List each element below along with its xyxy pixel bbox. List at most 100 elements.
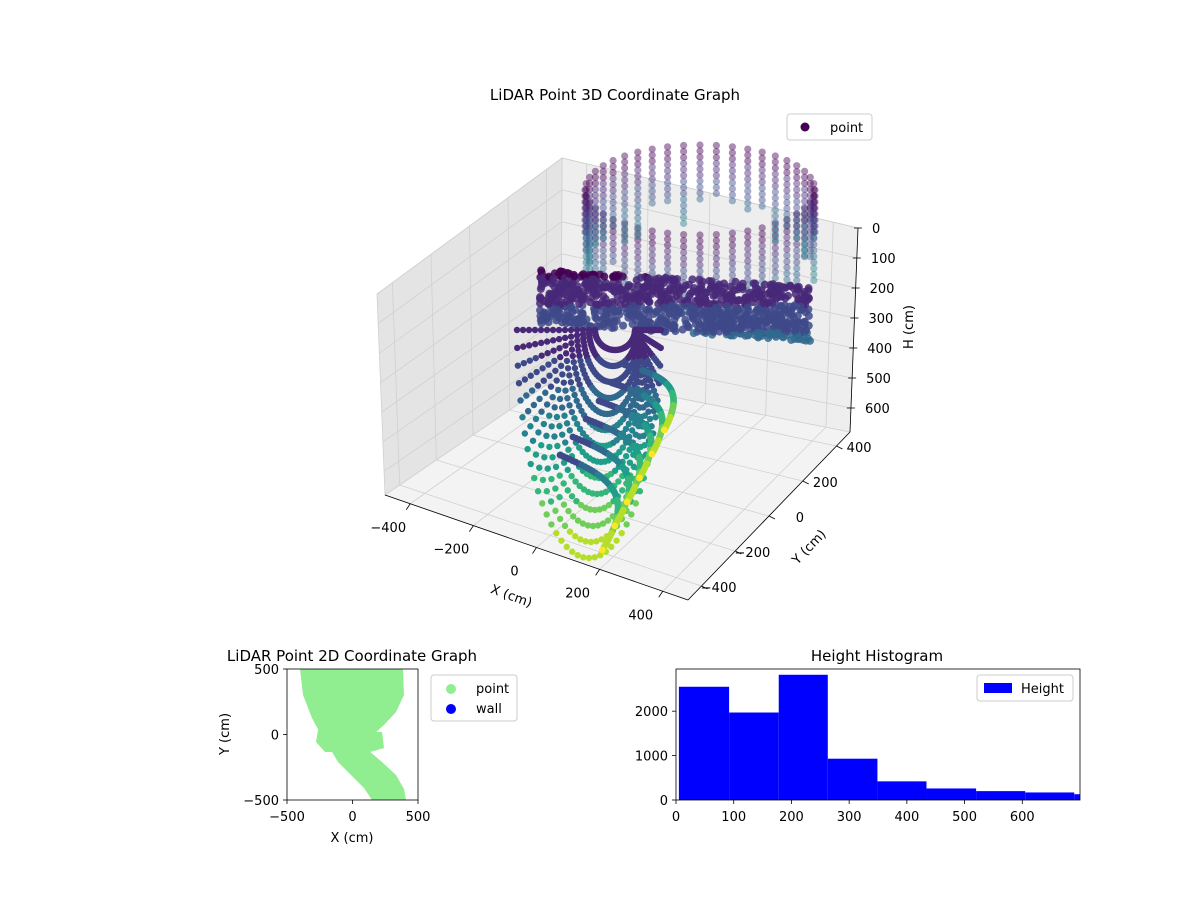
z-tick-label-3d: 0: [872, 222, 880, 237]
cloud-dot-ring: [599, 174, 607, 182]
y-axis-label-2d: Y (cm): [218, 713, 233, 756]
cloud-dot-ring: [634, 266, 642, 274]
cloud-dot-funnel: [562, 387, 569, 394]
cloud-dot-ring: [810, 227, 818, 236]
cloud-dot-funnel: [563, 543, 570, 551]
cloud-dot-funnel: [552, 463, 560, 471]
cloud-dot-ring: [648, 251, 656, 259]
cloud-dot-ring: [810, 191, 818, 200]
cloud-dot-ring: [758, 160, 766, 168]
cloud-dot-ring: [599, 222, 607, 230]
cloud-dot-band: [580, 292, 589, 301]
cloud-dot-ring: [648, 151, 656, 159]
cloud-dot-ring: [586, 173, 594, 181]
cloud-dot-ring: [586, 205, 594, 213]
histogram-x-tick-label: 400: [894, 810, 919, 825]
cloud-dot-funnel: [568, 493, 576, 500]
cloud-dot-funnel: [552, 507, 559, 514]
cloud-dot-ring: [591, 233, 599, 241]
cloud-dot-ring: [648, 181, 656, 189]
cloud-dot-ring: [801, 235, 809, 243]
legend-histogram-marker: [984, 683, 1012, 693]
cloud-dot-ring: [712, 230, 720, 239]
cloud-dot-ring: [621, 194, 629, 202]
cloud-dot-funnel: [613, 537, 620, 544]
cloud-dot-ring: [758, 184, 766, 192]
cloud-dot-hook: [611, 522, 619, 530]
cloud-dot-ring: [793, 228, 801, 236]
cloud-dot-band: [739, 315, 748, 324]
cloud-dot-funnel: [645, 408, 652, 415]
cloud-dot-funnel: [562, 342, 569, 349]
cloud-dot-ring: [811, 186, 819, 194]
cloud-dot-funnel: [543, 326, 551, 334]
cloud-dot-ring: [609, 198, 617, 207]
cloud-dot-funnel: [562, 350, 570, 357]
cloud-dot-ring: [586, 227, 594, 235]
cloud-dot-ring: [621, 218, 629, 226]
grid-line-z-side: [376, 157, 563, 295]
grid-line-x-back: [825, 222, 834, 428]
cloud-dot-funnel: [543, 511, 550, 518]
cloud-dot-ring: [801, 217, 809, 225]
cloud-dot-band: [729, 331, 738, 340]
cloud-dot-band: [584, 286, 593, 295]
cloud-dot-ring: [582, 252, 590, 261]
cloud-dot-funnel: [566, 427, 574, 434]
cloud-dot-ring: [793, 162, 801, 170]
y-tick-label-3d: 0: [796, 511, 804, 526]
cloud-dot-band: [736, 282, 745, 291]
cloud-dot-ring: [648, 145, 656, 153]
cloud-dot-band: [635, 297, 644, 306]
cloud-dot-ring: [591, 223, 599, 231]
cloud-dot-ring: [586, 265, 594, 273]
legend-3d-marker: [800, 122, 810, 132]
cloud-dot-ring: [599, 222, 607, 230]
cloud-dot-funnel: [534, 488, 542, 495]
grid-line-z-back: [561, 349, 852, 409]
cloud-dot-ring: [696, 255, 704, 263]
cloud-dot-ring: [810, 270, 818, 279]
cloud-dot-ring: [582, 198, 590, 207]
cloud-dot-hook: [648, 450, 656, 458]
cloud-dot-ring: [581, 222, 589, 230]
cloud-dot-funnel: [570, 358, 577, 366]
cloud-dot-funnel: [652, 392, 659, 399]
cloud-dot-band: [753, 328, 762, 337]
cloud-dot-funnel: [656, 362, 664, 369]
cloud-dot-ring: [744, 275, 752, 283]
cloud-dot-funnel: [559, 431, 566, 438]
cloud-dot-ring: [599, 204, 607, 212]
cloud-dot-funnel: [543, 432, 550, 440]
cloud-dot-ring: [696, 249, 704, 257]
cloud-dot-ring: [793, 210, 801, 218]
cloud-dot-band: [618, 288, 627, 297]
cloud-dot-band: [757, 286, 766, 295]
cloud-dot-funnel: [532, 451, 540, 458]
chart-3d: LiDAR Point 3D Coordinate Graph −400 −200…: [370, 86, 917, 623]
cloud-dot-band: [695, 312, 704, 321]
cloud-dot-ring: [621, 200, 629, 208]
cloud-dot-ring: [783, 263, 791, 272]
cloud-dot-ring: [801, 253, 809, 261]
cloud-dot-ring: [582, 239, 590, 248]
cloud-dot-band: [760, 280, 769, 289]
cloud-dot-ring: [664, 167, 672, 175]
cloud-dot-ring: [811, 228, 819, 236]
cloud-dot-ring: [771, 268, 779, 276]
cloud-dot-band: [573, 282, 582, 291]
cloud-dot-band: [645, 318, 654, 327]
cloud-dot-funnel: [568, 472, 575, 480]
cloud-dot-ring: [810, 198, 818, 207]
cloud-dot-ring: [806, 197, 814, 205]
cloud-dot-funnel: [520, 343, 527, 350]
cloud-dot-funnel: [641, 442, 648, 449]
grid-line-y-side: [430, 254, 437, 461]
cloud-dot-funnel: [542, 389, 549, 396]
legend-2d-marker-point: [446, 684, 456, 694]
cloud-dot-band: [707, 277, 716, 286]
cloud-dot-funnel: [539, 365, 546, 372]
cloud-dot-ring: [599, 264, 607, 272]
cloud-dot-ring: [801, 179, 809, 187]
cloud-dot-ring: [586, 215, 594, 223]
